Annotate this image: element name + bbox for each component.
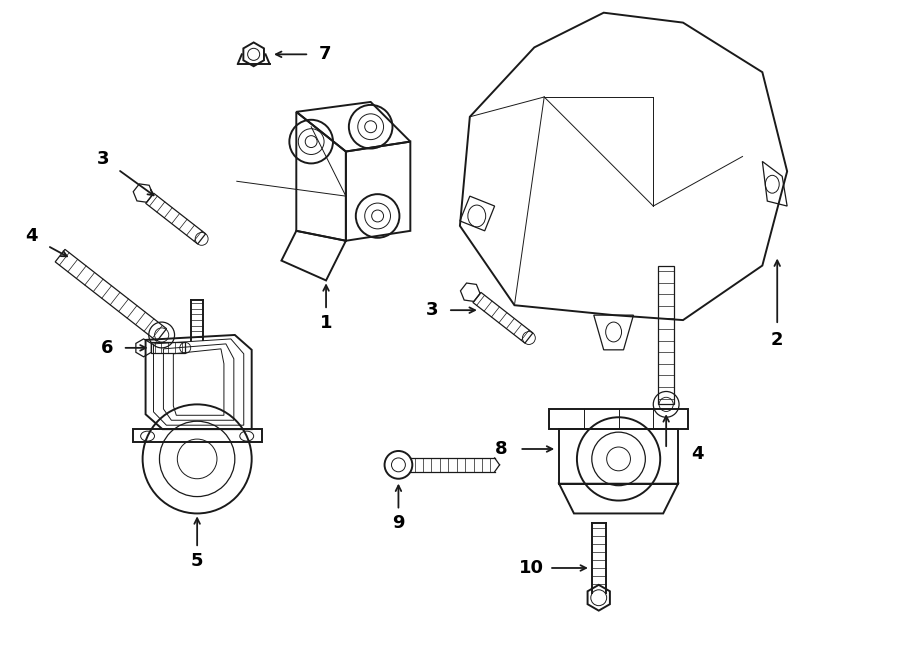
Text: 3: 3 (96, 151, 109, 169)
Text: 4: 4 (691, 445, 704, 463)
Text: 10: 10 (518, 559, 544, 577)
Text: 3: 3 (426, 301, 438, 319)
Text: 9: 9 (392, 514, 405, 532)
Text: 6: 6 (101, 339, 113, 357)
Text: 2: 2 (771, 331, 784, 349)
Text: 8: 8 (495, 440, 508, 458)
Text: 5: 5 (191, 552, 203, 570)
Text: 7: 7 (319, 46, 331, 63)
Text: 1: 1 (320, 314, 332, 332)
Text: 4: 4 (25, 227, 38, 245)
